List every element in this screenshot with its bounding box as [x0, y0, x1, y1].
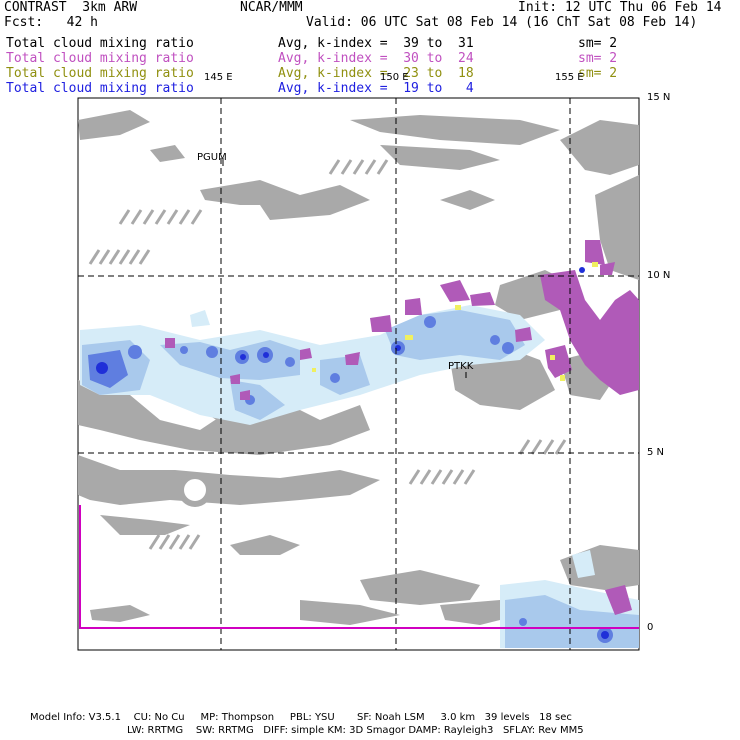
gray-streak	[441, 469, 454, 485]
domain-boundary	[79, 505, 639, 629]
footer-model-info-2: LW: RRTMG SW: RRTMG DIFF: simple KM: 3D …	[127, 725, 584, 736]
gray-streak	[452, 469, 465, 485]
gray-streak	[554, 439, 567, 455]
gray-streak	[154, 209, 167, 225]
lat-label-0: 0	[647, 622, 654, 633]
gray-streaks	[88, 159, 567, 550]
gray-streak	[138, 249, 151, 265]
legend-sm-3: sm= 2	[578, 66, 618, 81]
gray-streak	[108, 249, 121, 265]
gray-streak	[168, 534, 181, 550]
legend-label-1: Total cloud mixing ratio	[6, 36, 194, 51]
lon-label-150e: 150 E	[380, 72, 409, 83]
gray-streak	[178, 209, 191, 225]
legend-avg-3: Avg, k-index = 23 to 18	[278, 66, 474, 81]
gray-streak	[463, 469, 476, 485]
gray-streak	[128, 249, 141, 265]
cloud-dense-blue	[88, 316, 613, 643]
cloud-yellow	[312, 262, 598, 381]
forecast-hour: Fcst: 42 h	[4, 15, 98, 30]
gray-streak	[178, 534, 191, 550]
station-label-ptkk: PTKK	[448, 361, 474, 372]
gray-streak	[130, 209, 143, 225]
gray-streak	[166, 209, 179, 225]
legend-avg-4: Avg, k-index = 19 to 4	[278, 81, 474, 96]
init-time: Init: 12 UTC Thu 06 Feb 14	[518, 0, 722, 15]
gray-streak	[88, 249, 101, 265]
lat-label-15n: 15 N	[647, 92, 671, 103]
gray-streak	[352, 159, 365, 175]
legend-sm-2: sm= 2	[578, 51, 618, 66]
lon-label-145e: 145 E	[204, 72, 233, 83]
legend-label-3: Total cloud mixing ratio	[6, 66, 194, 81]
model-title: CONTRAST 3km ARW	[4, 0, 138, 15]
legend-avg-2: Avg, k-index = 30 to 24	[278, 51, 474, 66]
station-label-pgum: PGUM	[197, 152, 227, 163]
legend-label-4: Total cloud mixing ratio	[6, 81, 194, 96]
gray-streak	[98, 249, 111, 265]
gray-streak	[364, 159, 377, 175]
gray-streak	[118, 209, 131, 225]
gray-streak	[340, 159, 353, 175]
gray-streak	[376, 159, 389, 175]
legend-label-2: Total cloud mixing ratio	[6, 51, 194, 66]
lat-lon-grid	[78, 97, 639, 650]
gray-streak	[148, 534, 161, 550]
gray-streak	[118, 249, 131, 265]
gray-streak	[518, 439, 531, 455]
gray-streak	[530, 439, 543, 455]
gray-streak	[430, 469, 443, 485]
gray-streak	[190, 209, 203, 225]
legend-avg-1: Avg, k-index = 39 to 31	[278, 36, 474, 51]
gray-streak	[142, 209, 155, 225]
station-markers	[222, 158, 467, 378]
footer-model-info-1: Model Info: V3.5.1 CU: No Cu MP: Thompso…	[30, 712, 572, 723]
gray-streak	[158, 534, 171, 550]
legend-sm-1: sm= 2	[578, 36, 618, 51]
gray-streak	[328, 159, 341, 175]
gray-streak	[188, 534, 201, 550]
cloud-magenta	[165, 240, 639, 615]
organization: NCAR/MMM	[240, 0, 303, 15]
lat-label-5n: 5 N	[647, 447, 665, 458]
gray-streak	[419, 469, 432, 485]
lat-label-10n: 10 N	[647, 270, 671, 281]
valid-time: Valid: 06 UTC Sat 08 Feb 14 (16 ChT Sat …	[306, 15, 698, 30]
gray-streak	[408, 469, 421, 485]
lon-label-155e: 155 E	[555, 72, 584, 83]
gray-streak	[542, 439, 555, 455]
